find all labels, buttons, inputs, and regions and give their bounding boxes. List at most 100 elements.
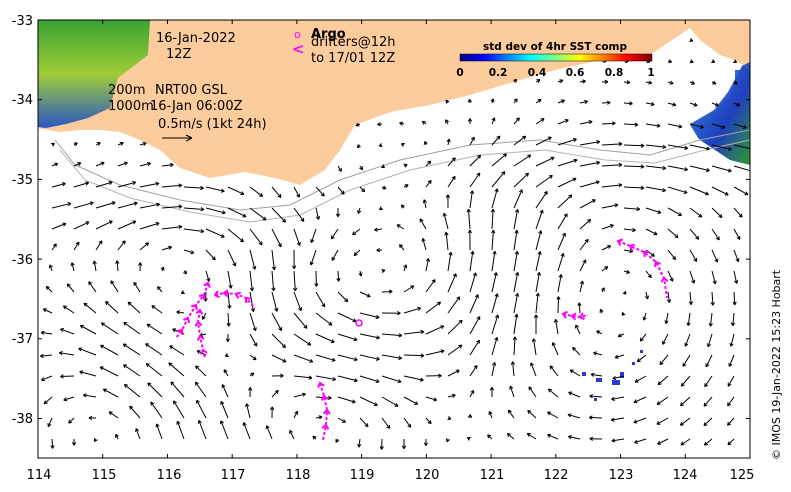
current-vector: [601, 203, 619, 209]
x-tick-label: 125: [730, 468, 755, 483]
current-vector: [667, 102, 677, 107]
argo-label: Argo: [311, 27, 346, 42]
x-axis: 114 115 116 117 118 119 120 121 122 123 …: [27, 468, 755, 483]
current-vector: [657, 375, 669, 386]
current-vector: [422, 199, 427, 209]
current-vector: [423, 140, 428, 146]
drifter-chevron: [198, 293, 206, 301]
current-vector: [271, 270, 276, 292]
current-vector: [117, 180, 137, 188]
current-vector: [601, 287, 605, 293]
current-vector: [513, 209, 520, 230]
current-vector: [535, 79, 541, 83]
current-vector: [579, 79, 586, 84]
current-vector: [161, 204, 183, 209]
current-vector: [396, 224, 405, 230]
current-vector: [335, 207, 341, 218]
current-vector: [466, 437, 471, 441]
current-vector: [374, 227, 383, 232]
current-vector: [99, 366, 119, 377]
current-vector: [667, 186, 688, 195]
current-vector: [249, 270, 255, 292]
current-vector: [469, 316, 481, 335]
current-vector: [535, 209, 544, 230]
current-vector: [381, 333, 403, 338]
current-vector: [315, 415, 323, 420]
current-vector: [706, 333, 713, 348]
current-vector: [220, 400, 229, 419]
current-vector: [249, 372, 255, 377]
current-vector: [242, 422, 251, 440]
current-vector: [732, 291, 737, 306]
current-vector: [123, 364, 141, 377]
current-vector: [645, 80, 653, 85]
current-vector: [612, 375, 625, 381]
current-vector: [271, 389, 279, 398]
current-vector: [73, 142, 78, 147]
current-vector: [467, 414, 473, 419]
current-vector: [634, 438, 647, 444]
current-vector: [733, 165, 750, 173]
current-vector: [423, 438, 429, 447]
current-vector: [596, 330, 603, 335]
x-tick-label: 121: [480, 468, 505, 483]
current-vector: [47, 417, 53, 428]
current-vector: [58, 351, 75, 356]
current-vector: [42, 308, 53, 314]
current-vector: [689, 38, 694, 43]
colorbar-tick: 0.8: [605, 67, 624, 79]
current-vector: [337, 375, 358, 383]
current-vector: [221, 384, 229, 398]
current-vector: [659, 354, 669, 366]
current-vector: [51, 182, 66, 188]
current-vector: [110, 280, 119, 293]
current-vector: [41, 375, 53, 382]
current-vector: [376, 248, 383, 253]
argo-symbol: o: [294, 28, 301, 41]
current-vector: [506, 433, 515, 440]
current-vector: [704, 375, 713, 388]
current-vector: [68, 417, 75, 424]
current-vector: [579, 280, 585, 293]
current-vector: [227, 249, 237, 267]
current-vector: [535, 118, 545, 125]
current-vector: [491, 272, 498, 293]
current-vector: [194, 381, 207, 398]
current-vector: [245, 403, 251, 419]
current-vector: [139, 181, 160, 188]
drifter-chevron: [190, 303, 198, 311]
drifter-track: [617, 240, 668, 299]
current-vector: [117, 240, 126, 251]
current-vector: [680, 438, 691, 446]
current-vector: [315, 333, 335, 343]
drifter-chevron: [176, 328, 184, 336]
x-tick-label: 120: [415, 468, 440, 483]
current-vector: [446, 138, 451, 146]
current-vector: [491, 229, 496, 251]
current-vector: [617, 333, 625, 338]
current-vector: [513, 154, 532, 167]
current-vector: [553, 318, 559, 335]
current-vector: [589, 436, 603, 441]
current-vector: [528, 386, 537, 398]
current-vector: [656, 396, 669, 406]
current-vector: [733, 102, 741, 107]
current-vector: [419, 218, 427, 230]
current-vector: [169, 345, 185, 356]
colorbar-tick: 0.2: [489, 67, 508, 79]
current-vector: [469, 190, 475, 209]
x-tick-label: 123: [609, 468, 634, 483]
current-vector: [708, 312, 713, 327]
colorbar-gradient: [459, 53, 653, 62]
current-vector: [359, 291, 371, 298]
current-vector: [425, 279, 436, 293]
current-vector: [730, 312, 736, 327]
x-tick-label: 115: [92, 468, 117, 483]
current-vector: [403, 329, 425, 335]
current-vector: [425, 349, 445, 356]
current-vector: [733, 186, 749, 196]
current-vector: [557, 118, 569, 125]
current-vector: [557, 79, 564, 84]
current-vector: [513, 250, 519, 272]
current-vector: [689, 207, 703, 218]
